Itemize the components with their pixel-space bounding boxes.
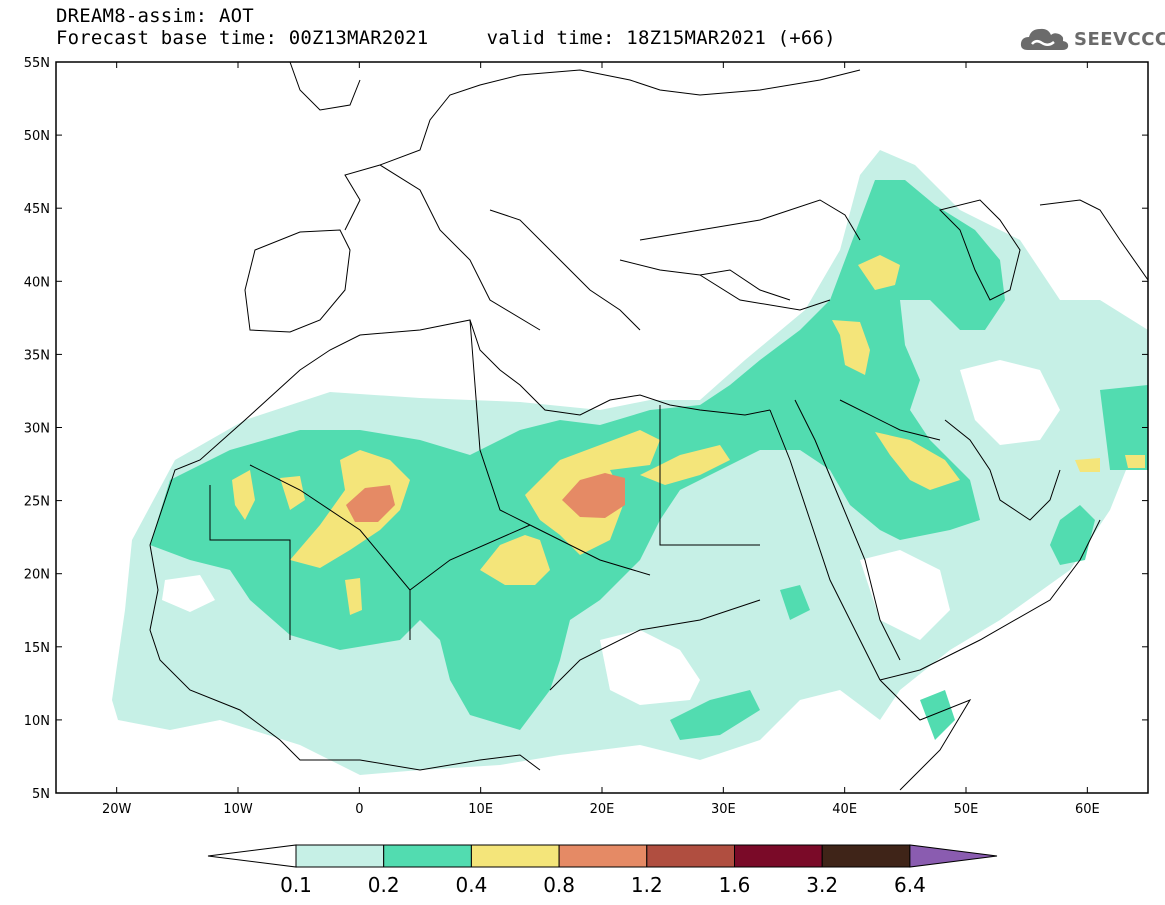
lat-tick-label: 10N bbox=[24, 714, 50, 729]
lon-tick-label: 10W bbox=[223, 802, 253, 817]
seevccc-logo: SEEVCCC bbox=[1018, 22, 1165, 56]
colorbar-label: 3.2 bbox=[806, 873, 838, 897]
lon-tick-label: 60E bbox=[1075, 802, 1100, 817]
lon-tick-label: 40E bbox=[832, 802, 857, 817]
colorbar-label: 6.4 bbox=[894, 873, 926, 897]
colorbar-over-triangle bbox=[909, 844, 998, 868]
colorbar-label: 0.2 bbox=[368, 873, 400, 897]
longitude-axis: 20W 10W 0 10E 20E 30E 40E 50E 60E bbox=[102, 62, 1100, 817]
lon-tick-label: 30E bbox=[711, 802, 736, 817]
map-title: DREAM8-assim: AOT bbox=[56, 5, 254, 27]
colorbar-label: 1.2 bbox=[631, 873, 663, 897]
lat-tick-label: 25N bbox=[24, 495, 50, 510]
colorbar-segment bbox=[646, 844, 735, 868]
colorbar-segment bbox=[558, 844, 648, 868]
forecast-times: Forecast base time: 00Z13MAR2021 valid t… bbox=[56, 27, 836, 49]
lon-tick-label: 10E bbox=[468, 802, 493, 817]
lon-tick-label: 50E bbox=[954, 802, 979, 817]
lon-tick-label: 0 bbox=[355, 802, 363, 817]
colorbar-segment bbox=[295, 844, 385, 868]
lat-tick-label: 5N bbox=[32, 787, 50, 802]
lon-tick-label: 20W bbox=[102, 802, 132, 817]
country-borders bbox=[149, 62, 1148, 791]
colorbar-under-triangle bbox=[207, 844, 297, 868]
latitude-axis: 55N 50N 45N 40N 35N 30N 25N 20N 15N 10N 5N bbox=[24, 56, 1148, 802]
lat-tick-label: 30N bbox=[24, 422, 50, 437]
colorbar-label: 0.4 bbox=[455, 873, 487, 897]
lat-tick-label: 35N bbox=[24, 348, 50, 363]
colorbar-segment bbox=[383, 844, 472, 868]
colorbar-segment bbox=[734, 844, 823, 868]
colorbar: 0.1 0.2 0.4 0.8 1.2 1.6 3.2 6.4 bbox=[207, 844, 998, 897]
aot-field bbox=[112, 150, 1148, 775]
aot-low-areas bbox=[162, 360, 1060, 705]
logo-text: SEEVCCC bbox=[1074, 28, 1165, 50]
colorbar-label: 0.1 bbox=[280, 873, 312, 897]
cloud-icon bbox=[1020, 28, 1069, 50]
lat-tick-label: 45N bbox=[24, 202, 50, 217]
lat-tick-label: 50N bbox=[24, 129, 50, 144]
colorbar-segment bbox=[821, 844, 911, 868]
aot-level-0.8 bbox=[346, 473, 625, 522]
lat-tick-label: 40N bbox=[24, 275, 50, 290]
colorbar-label: 1.6 bbox=[719, 873, 751, 897]
lat-tick-label: 15N bbox=[24, 641, 50, 656]
colorbar-segment bbox=[470, 844, 560, 868]
lon-tick-label: 20E bbox=[590, 802, 615, 817]
lat-tick-label: 20N bbox=[24, 568, 50, 583]
colorbar-label: 0.8 bbox=[543, 873, 575, 897]
lat-tick-label: 55N bbox=[24, 56, 50, 71]
